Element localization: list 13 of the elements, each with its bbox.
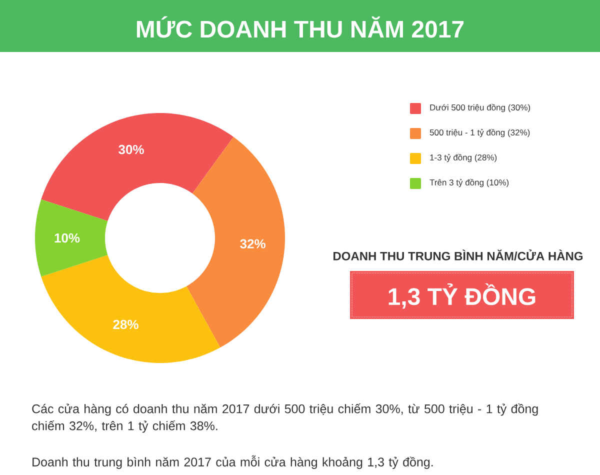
legend-label: Trên 3 tỷ đồng (10%): [430, 178, 509, 188]
legend-label: Dưới 500 triệu đồng (30%): [430, 104, 530, 112]
text: Doanh thu trung bình năm 2017 của mỗi cửa hàng khoảng 1,3 tỷ đồng.: [32, 456, 433, 469]
text: DOANH THU TRUNG BÌNH NĂM/CỬA HÀNG: [334, 250, 583, 260]
text: 1,3 TỶ ĐỒNG: [388, 283, 536, 309]
text: Các cửa hàng có doanh thu năm 2017 dưới 500 triệu chiếm 30%, từ 500 triệu - 1 tỷ đồng chiếm 32%, trên 1 tỷ chiếm 38%.: [32, 404, 538, 433]
data-label: 30%: [118, 144, 144, 154]
data-label: 10%: [54, 233, 80, 243]
data-label: 32%: [240, 239, 266, 248]
chart-title: MỨC DOANH THU NĂM 2017: [136, 16, 464, 38]
data-label: 28%: [113, 320, 138, 330]
legend-label: 1-3 tỷ đồng (28%): [430, 154, 497, 162]
legend-label: 500 triệu - 1 tỷ đồng (32%): [430, 128, 530, 138]
